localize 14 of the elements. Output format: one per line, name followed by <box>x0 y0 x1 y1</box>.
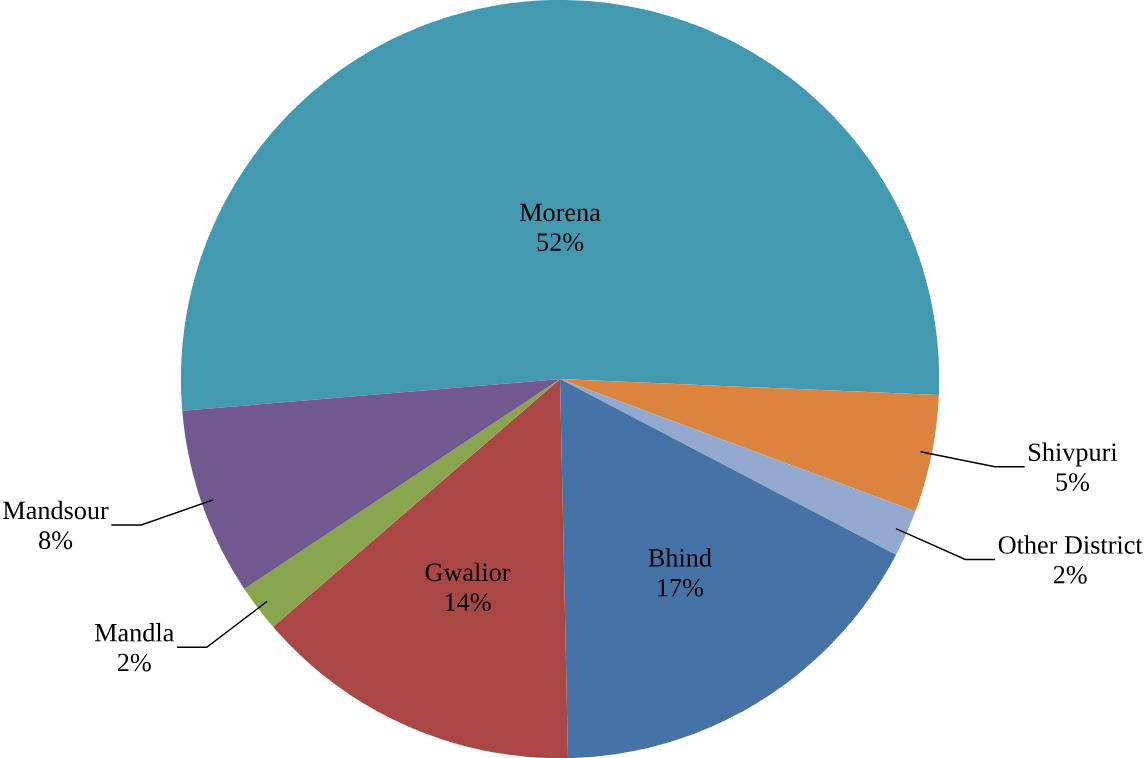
slice-label: Shivpuri <box>1029 442 1118 467</box>
slice-label: Mandsour <box>3 500 109 520</box>
slice-label: Morena <box>520 203 601 222</box>
data-label: 14% <box>445 593 491 611</box>
data-label: 8% <box>39 531 73 550</box>
slice-label: Mandla <box>94 623 174 642</box>
slice-label: Bhind <box>648 548 712 567</box>
data-label: 5% <box>1056 473 1090 491</box>
slice-label: Other District <box>998 535 1143 554</box>
data-label: 2% <box>117 653 151 672</box>
data-label: 2% <box>1053 565 1087 584</box>
data-label: 52% <box>537 233 584 252</box>
slice-label: Gwalior <box>425 562 511 582</box>
data-label: 17% <box>658 578 704 597</box>
